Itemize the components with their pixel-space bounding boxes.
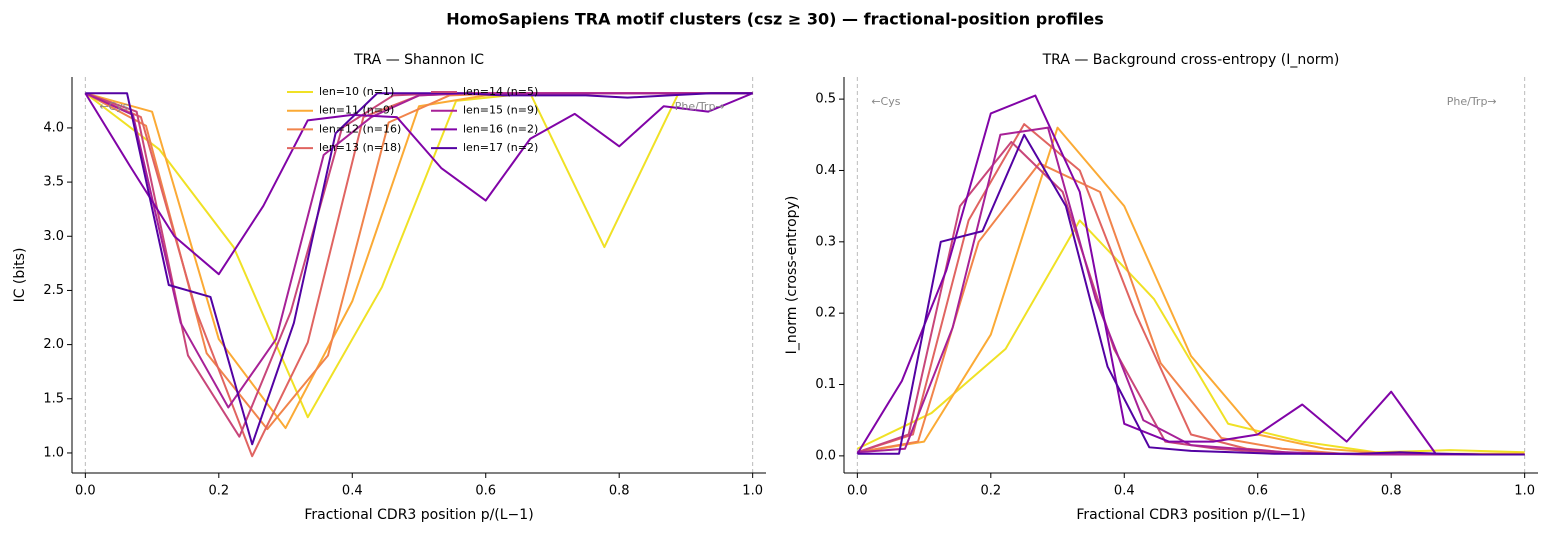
figure-title: HomoSapiens TRA motif clusters (csz ≥ 30… <box>446 10 1104 29</box>
x-tick-label: 0.2 <box>208 484 229 499</box>
legend-label: len=13 (n=18) <box>319 141 401 154</box>
y-axis-label: IC (bits) <box>12 248 28 303</box>
x-tick-label: 0.6 <box>1247 484 1268 499</box>
data-line <box>85 92 753 446</box>
legend-label: len=16 (n=2) <box>463 122 538 135</box>
legend-label: len=17 (n=2) <box>463 141 538 154</box>
y-tick-label: 4.0 <box>43 120 64 135</box>
y-tick-label: 0.2 <box>815 306 836 321</box>
legend-label: len=10 (n=1) <box>319 85 394 98</box>
data-line <box>84 92 753 409</box>
data-line <box>857 133 1525 456</box>
data-line <box>84 92 753 419</box>
axes-title: TRA — Background cross-entropy (I_norm) <box>1042 52 1340 68</box>
y-axis-label: I_norm (cross-entropy) <box>784 196 800 355</box>
y-tick-label: 3.0 <box>43 229 64 244</box>
data-line <box>857 126 1525 456</box>
x-tick-label: 1.0 <box>742 484 763 499</box>
x-axis-label: Fractional CDR3 position p/(L−1) <box>304 507 533 523</box>
data-line <box>856 219 1525 454</box>
y-tick-label: 0.4 <box>815 163 836 178</box>
legend-label: len=14 (n=5) <box>463 85 538 98</box>
legend-label: len=11 (n=9) <box>319 104 394 117</box>
y-tick-label: 0.0 <box>815 448 836 463</box>
x-tick-label: 0.4 <box>342 484 363 499</box>
data-line <box>84 92 754 276</box>
data-line <box>856 94 1525 456</box>
x-tick-label: 0.0 <box>75 484 96 499</box>
axes-title: TRA — Shannon IC <box>353 52 484 68</box>
x-axis-label: Fractional CDR3 position p/(L−1) <box>1076 507 1305 523</box>
x-tick-label: 0.0 <box>847 484 868 499</box>
x-tick-label: 0.2 <box>980 484 1001 499</box>
y-tick-label: 0.5 <box>815 92 836 107</box>
y-tick-label: 2.0 <box>43 337 64 352</box>
y-tick-label: 0.1 <box>815 377 836 392</box>
x-tick-label: 0.4 <box>1114 484 1135 499</box>
y-tick-label: 0.3 <box>815 234 836 249</box>
x-tick-label: 0.8 <box>609 484 630 499</box>
annotation: Phe/Trp→ <box>675 100 725 113</box>
annotation: Phe/Trp→ <box>1447 95 1497 108</box>
x-tick-label: 1.0 <box>1514 484 1535 499</box>
x-tick-label: 0.8 <box>1381 484 1402 499</box>
legend-label: len=12 (n=16) <box>319 122 401 135</box>
y-tick-label: 1.5 <box>43 391 64 406</box>
x-tick-label: 0.6 <box>475 484 496 499</box>
y-tick-label: 2.5 <box>43 283 64 298</box>
y-tick-label: 3.5 <box>43 175 64 190</box>
legend-label: len=15 (n=9) <box>463 104 538 117</box>
annotation: ←Cys <box>99 100 128 113</box>
annotation: ←Cys <box>871 95 900 108</box>
y-tick-label: 1.0 <box>43 445 64 460</box>
